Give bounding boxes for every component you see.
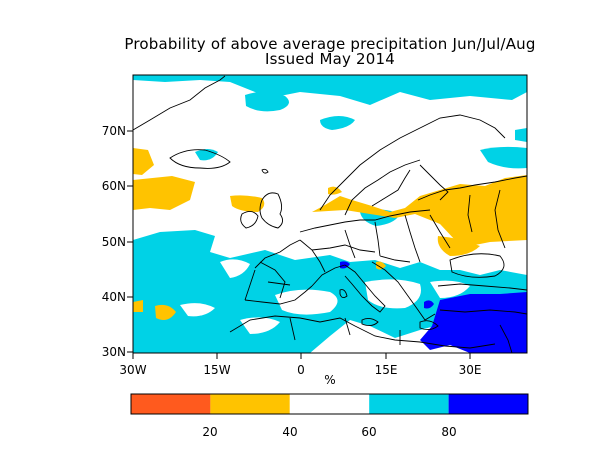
below-40-regions — [133, 148, 527, 320]
colorbar-bin — [210, 394, 290, 414]
colorbar-bin — [131, 394, 211, 414]
x-tick-label: 15E — [375, 363, 398, 377]
colorbar-frame — [130, 393, 529, 415]
colorbar-bin — [289, 394, 370, 414]
y-tick-label: 50N — [102, 235, 126, 249]
x-tick-label: 30E — [459, 363, 482, 377]
x-tick-label: 30W — [119, 363, 146, 377]
x-tick-label: 0 — [297, 363, 305, 377]
coastlines — [133, 75, 527, 353]
colorbar-tick-label: 60 — [361, 425, 376, 439]
colorbar-tick-label: 20 — [202, 425, 217, 439]
colorbar-tick-label: 80 — [441, 425, 456, 439]
colorbar-bin — [448, 394, 528, 414]
y-tick-label: 60N — [102, 179, 126, 193]
map-title: Probability of above average precipitati… — [124, 35, 536, 53]
colorbar-tick-label: 40 — [282, 425, 297, 439]
unit-label: % — [324, 373, 335, 387]
axis-ticks — [127, 130, 471, 359]
x-tick-label: 15W — [203, 363, 230, 377]
y-tick-label: 70N — [102, 124, 126, 138]
colorbar-bin — [369, 394, 449, 414]
map-frame — [132, 74, 528, 354]
map-subtitle: Issued May 2014 — [264, 50, 396, 68]
colorbar — [131, 394, 528, 414]
y-tick-label: 40N — [102, 290, 126, 304]
y-tick-label: 30N — [102, 345, 126, 359]
